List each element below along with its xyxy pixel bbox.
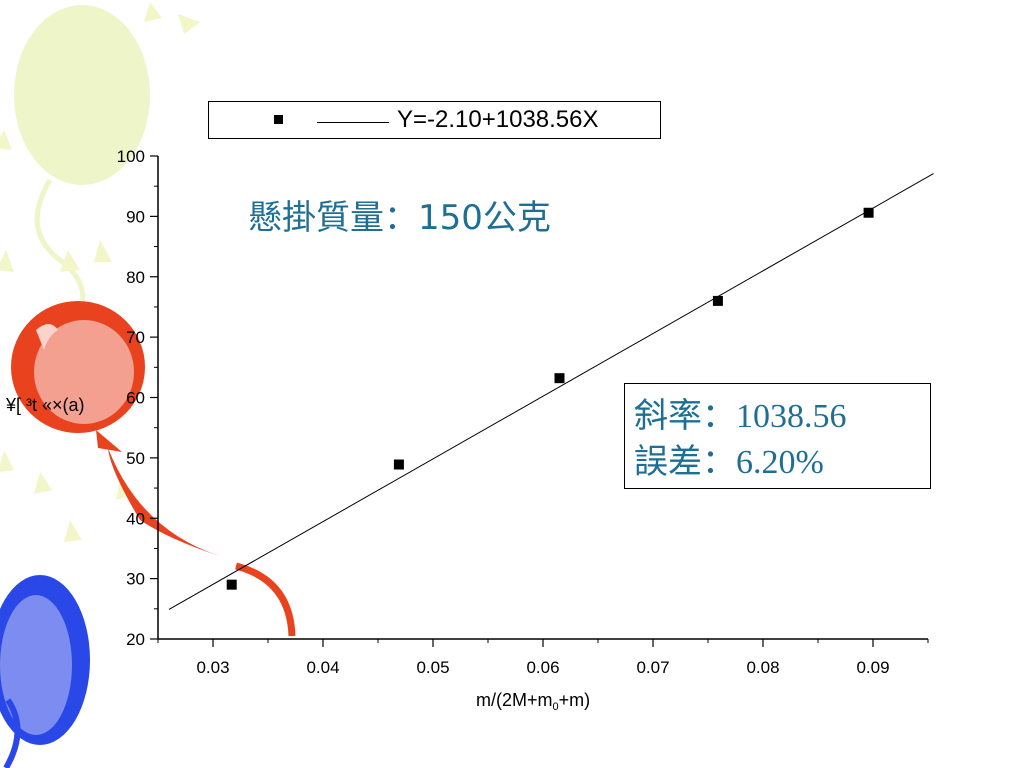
legend: Y=-2.10+1038.56X (208, 101, 661, 139)
fit-line-group (168, 173, 934, 610)
tick-labels: 20 30 40 50 60 70 80 90 100 0.03 0.04 0.05 0.06 0.07 0… (117, 147, 890, 677)
legend-label: Y=-2.10+1038.56X (397, 106, 599, 133)
x-tick-label: 0.03 (196, 658, 229, 677)
y-axis-label: ¥[ ³t «×(a) (6, 395, 85, 415)
x-axis-label-suffix: +m) (558, 690, 591, 710)
y-tick-label: 70 (126, 328, 145, 347)
x-axis-label: m/(2M+m0+m) (476, 690, 590, 713)
y-tick-label: 40 (126, 509, 145, 528)
data-points (226, 207, 874, 590)
fit-line (168, 173, 934, 610)
error-annotation: 誤差：6.20% (634, 444, 824, 481)
x-tick-label: 0.06 (526, 658, 559, 677)
slope-annotation: 斜率：1038.56 (634, 398, 847, 435)
x-tick-label: 0.05 (416, 658, 449, 677)
chart-title: 懸掛質量：150公克 (248, 198, 551, 238)
y-tick-label: 60 (126, 389, 145, 408)
balloon-yellow (14, 5, 150, 185)
y-tick-label: 30 (126, 570, 145, 589)
x-axis-label-subscript: 0 (552, 701, 559, 713)
y-tick-label: 80 (126, 268, 145, 287)
y-tick-label: 20 (126, 630, 145, 649)
y-tick-label: 100 (117, 147, 145, 166)
x-tick-label: 0.09 (856, 658, 889, 677)
y-tick-label: 50 (126, 449, 145, 468)
result-box: 斜率：1038.56 誤差：6.20% (624, 383, 931, 489)
data-point (226, 579, 237, 590)
x-tick-label: 0.04 (306, 658, 339, 677)
legend-marker-square (274, 115, 283, 124)
x-axis-label-main: m/(2M+m (476, 690, 553, 710)
data-point (554, 373, 565, 384)
tick-marks (150, 155, 929, 647)
x-tick-label: 0.07 (636, 658, 669, 677)
y-tick-label: 90 (126, 207, 145, 226)
data-point (393, 459, 404, 470)
legend-line (317, 122, 389, 123)
data-point (863, 207, 874, 218)
data-point (712, 295, 723, 306)
x-tick-label: 0.08 (746, 658, 779, 677)
